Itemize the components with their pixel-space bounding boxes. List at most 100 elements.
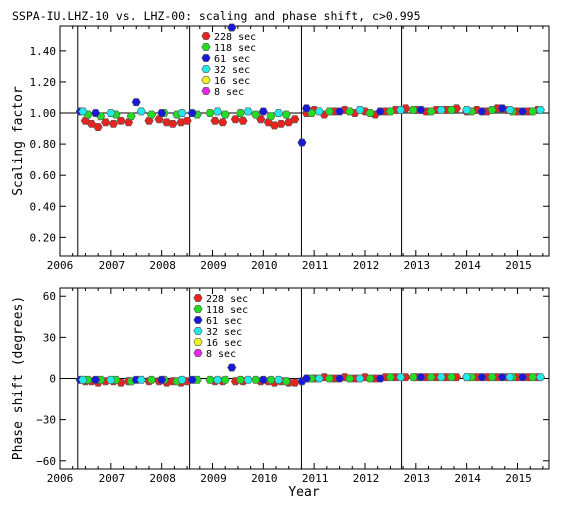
- data-point: [205, 109, 215, 117]
- x-tick-label: 2014: [454, 259, 481, 272]
- data-point: [477, 107, 487, 116]
- data-point: [301, 374, 312, 383]
- data-point: [535, 373, 545, 382]
- data-point: [187, 375, 197, 384]
- data-point: [91, 109, 101, 117]
- y-tick-label: −60: [36, 455, 56, 468]
- data-point: [297, 138, 307, 147]
- data-point: [396, 106, 406, 114]
- x-tick-label: 2011: [302, 472, 329, 485]
- data-point: [258, 107, 268, 116]
- x-axis-label: Year: [288, 485, 319, 500]
- data-point: [116, 116, 126, 125]
- data-point: [157, 375, 167, 384]
- data-point: [210, 116, 220, 125]
- data-point: [518, 373, 528, 382]
- data-point: [462, 106, 472, 114]
- x-tick-label: 2008: [149, 472, 176, 485]
- x-tick-label: 2015: [505, 472, 532, 485]
- data-point: [281, 110, 291, 119]
- data-point: [355, 106, 365, 114]
- data-point: [281, 377, 291, 386]
- legend-label: 228 sec: [206, 294, 248, 305]
- data-point: [251, 375, 261, 384]
- data-point: [477, 373, 487, 382]
- data-point: [243, 107, 253, 116]
- data-point: [324, 107, 334, 116]
- data-point: [324, 374, 334, 383]
- data-point: [446, 373, 456, 382]
- data-point: [238, 116, 248, 125]
- data-point: [276, 120, 286, 128]
- data-point: [505, 106, 515, 114]
- data-point: [269, 121, 280, 130]
- y-tick-label: 1.20: [30, 76, 57, 89]
- data-point: [528, 373, 538, 382]
- data-point: [426, 373, 436, 382]
- data-point: [108, 120, 118, 128]
- legend-marker: [193, 305, 203, 313]
- legend-marker: [201, 43, 211, 51]
- y-tick-label: 30: [43, 331, 56, 344]
- x-tick-label: 2012: [353, 472, 380, 485]
- data-point: [365, 374, 375, 383]
- data-point: [290, 115, 300, 124]
- data-point: [78, 107, 88, 116]
- data-point: [227, 23, 237, 32]
- data-point: [416, 106, 426, 114]
- legend-label: 32 sec: [214, 65, 250, 76]
- data-point: [462, 373, 472, 382]
- data-point: [314, 107, 324, 116]
- data-point: [355, 374, 365, 383]
- scaling-data-points: [75, 23, 545, 147]
- scaling-plot-frame: [59, 25, 550, 257]
- x-tick-label: 2009: [200, 472, 227, 485]
- legend-label: 61 sec: [214, 54, 250, 65]
- data-point: [126, 112, 136, 121]
- data-point: [146, 375, 157, 384]
- data-point: [256, 115, 266, 124]
- legend-label: 61 sec: [206, 316, 242, 327]
- x-tick-label: 2008: [149, 259, 176, 272]
- data-point: [365, 109, 375, 117]
- x-tick-label: 2012: [353, 259, 380, 272]
- legend-label: 118 sec: [206, 305, 248, 316]
- y-tick-label: 0.80: [30, 138, 57, 151]
- data-point: [227, 363, 237, 372]
- data-point: [106, 109, 116, 117]
- phase-x-ticks: 2006 2007 2008 2009 2010 2011 2012 2013 2014 2015: [47, 288, 544, 485]
- data-point: [505, 373, 515, 382]
- data-point: [307, 109, 317, 117]
- legend-marker: [193, 327, 203, 335]
- data-point: [146, 110, 157, 119]
- x-tick-label: 2007: [99, 472, 126, 485]
- data-point: [335, 107, 345, 116]
- legend-marker: [201, 54, 211, 62]
- legend-marker: [193, 294, 203, 302]
- chart-title: SSPA-IU.LHZ-10 vs. LHZ-00: scaling and p…: [12, 9, 421, 23]
- data-point: [177, 375, 187, 384]
- y-tick-label: 0.60: [30, 169, 57, 182]
- data-point: [106, 375, 116, 384]
- data-point: [251, 110, 261, 119]
- y-tick-label: 60: [43, 290, 56, 303]
- scaling-y-ticks: 0.20 0.40 0.60 0.80 1.00 1.20 1.40: [30, 45, 549, 244]
- data-point: [375, 107, 385, 116]
- data-point: [220, 375, 230, 384]
- data-point: [266, 112, 276, 121]
- data-point: [213, 375, 223, 384]
- data-point: [157, 109, 167, 117]
- legend-label: 16 sec: [206, 338, 242, 349]
- data-point: [235, 109, 246, 117]
- data-point: [266, 375, 276, 384]
- data-point: [396, 373, 406, 382]
- y-tick-label: 0.40: [30, 200, 57, 213]
- data-point: [235, 375, 246, 384]
- scaling-x-ticks: 2006 2007 2008 2009 2010 2011 2012 2013 2014 2015: [47, 26, 544, 272]
- scaling-panel: Scaling factor 0.20 0.40 0.60 0.80 1.00 1.20 1…: [11, 23, 550, 272]
- legend-label: 8 sec: [206, 349, 236, 360]
- data-point: [487, 373, 497, 382]
- scaling-y-axis-label: Scaling factor: [11, 86, 26, 196]
- data-point: [446, 106, 456, 114]
